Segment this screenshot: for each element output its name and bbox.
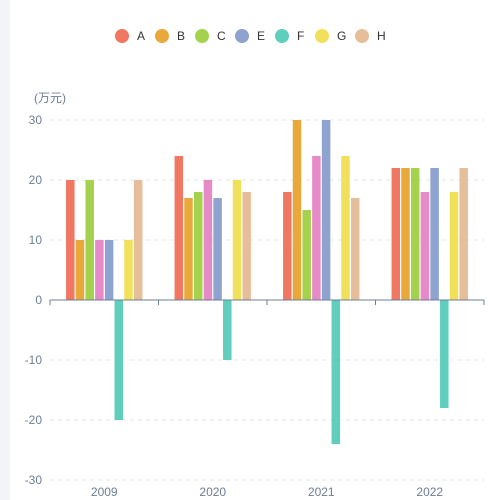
bar-d-2009[interactable] xyxy=(95,240,104,300)
legend-item-c[interactable]: C xyxy=(195,25,226,47)
bar-a-2020[interactable] xyxy=(174,156,184,300)
bar-d-2020[interactable] xyxy=(203,180,213,300)
bar-h-2009[interactable] xyxy=(133,180,143,300)
bar-h-2020[interactable] xyxy=(242,192,251,300)
bar-f-2009[interactable] xyxy=(114,300,124,420)
bar-h-2021[interactable] xyxy=(350,198,360,300)
legend-label: H xyxy=(377,29,386,43)
y-tick-label: 0 xyxy=(35,293,42,307)
bar-d-2022[interactable] xyxy=(420,192,430,300)
bar-b-2022[interactable] xyxy=(401,168,410,300)
y-tick-label: 20 xyxy=(29,173,43,187)
bars xyxy=(66,120,468,444)
legend-swatch xyxy=(195,29,209,43)
y-tick-label: 30 xyxy=(29,113,43,127)
legend-swatch xyxy=(355,29,369,43)
bar-d-2021[interactable] xyxy=(312,156,321,300)
legend-label: G xyxy=(337,29,347,43)
legend-label: E xyxy=(257,29,266,43)
bar-e-2009[interactable] xyxy=(104,240,114,300)
left-panel-edge xyxy=(0,0,10,500)
bar-c-2021[interactable] xyxy=(302,210,311,300)
x-tick-label: 2020 xyxy=(199,485,226,499)
legend-swatch xyxy=(155,29,169,43)
legend-item-e[interactable]: E xyxy=(235,25,265,47)
x-tick-label: 2022 xyxy=(416,485,443,499)
bar-g-2009[interactable] xyxy=(124,240,133,300)
legend-item-b[interactable]: B xyxy=(155,25,185,47)
bar-a-2009[interactable] xyxy=(66,180,75,300)
bar-h-2022[interactable] xyxy=(459,168,468,300)
y-tick-label: -20 xyxy=(25,413,43,427)
bar-b-2021[interactable] xyxy=(292,120,302,300)
bar-g-2021[interactable] xyxy=(341,156,350,300)
bar-a-2022[interactable] xyxy=(391,168,401,300)
legend-swatch xyxy=(115,29,129,43)
bar-e-2021[interactable] xyxy=(321,120,331,300)
legend-swatch xyxy=(275,29,289,43)
bar-g-2020[interactable] xyxy=(232,180,242,300)
bar-e-2020[interactable] xyxy=(213,198,222,300)
legend-label: B xyxy=(177,29,186,43)
legend-label: A xyxy=(137,29,146,43)
bar-b-2020[interactable] xyxy=(184,198,193,300)
legend-item-f[interactable]: F xyxy=(275,25,304,47)
legend-item-g[interactable]: G xyxy=(315,25,346,47)
bar-f-2022[interactable] xyxy=(440,300,449,408)
y-axis-unit: (万元) xyxy=(34,91,66,105)
axes: -30 -20 -10 0 10 20 30 2009 2020 2021 2022 xyxy=(25,113,485,499)
legend-swatch xyxy=(315,29,329,43)
x-tick-label: 2009 xyxy=(91,485,118,499)
legend-item-h[interactable]: H xyxy=(355,25,386,47)
legend-label: C xyxy=(217,29,226,43)
y-tick-label: -30 xyxy=(25,473,43,487)
bar-c-2022[interactable] xyxy=(410,168,420,300)
y-tick-label: -10 xyxy=(25,353,43,367)
bar-a-2021[interactable] xyxy=(283,192,292,300)
legend-item-a[interactable]: A xyxy=(115,25,145,47)
x-tick-label: 2021 xyxy=(308,485,335,499)
bar-f-2020[interactable] xyxy=(223,300,232,360)
y-tick-label: 10 xyxy=(29,233,43,247)
bar-b-2009[interactable] xyxy=(75,240,85,300)
bar-e-2022[interactable] xyxy=(430,168,439,300)
legend-swatch xyxy=(235,29,249,43)
bar-c-2020[interactable] xyxy=(193,192,203,300)
bar-f-2021[interactable] xyxy=(331,300,341,444)
bar-c-2009[interactable] xyxy=(85,180,94,300)
legend-label: F xyxy=(297,29,305,43)
bar-g-2022[interactable] xyxy=(449,192,459,300)
